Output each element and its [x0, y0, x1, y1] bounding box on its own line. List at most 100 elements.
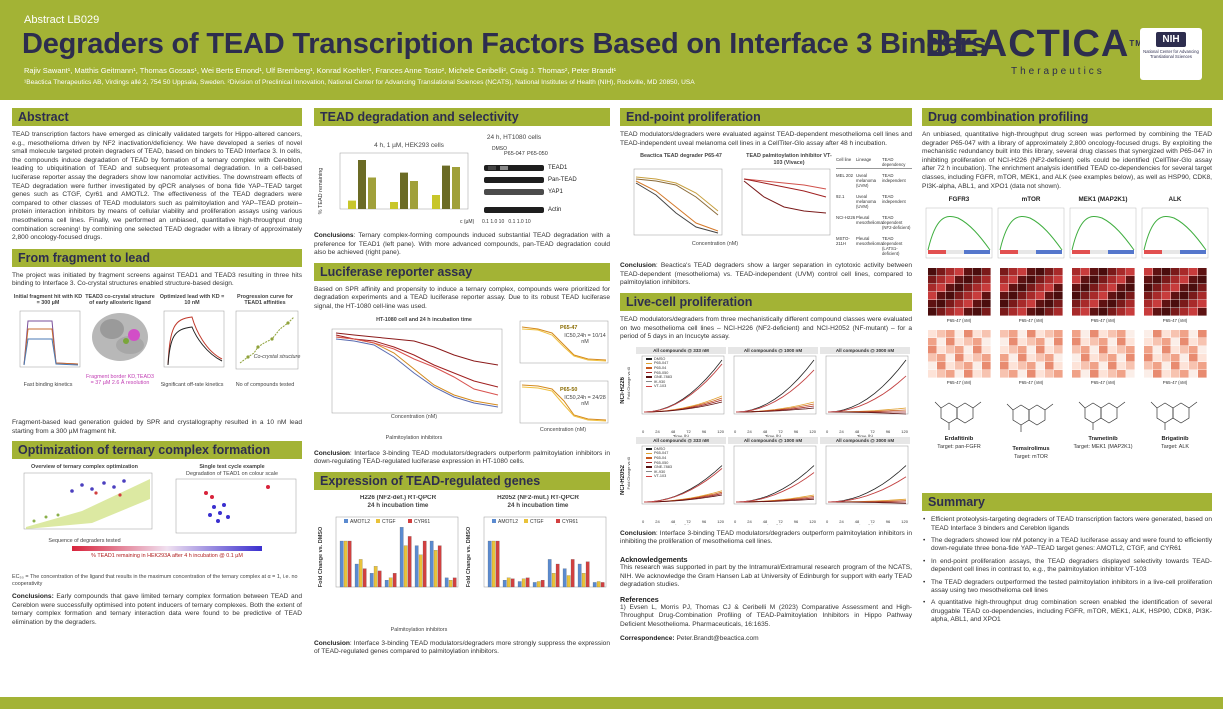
- ternary-conclusion-label: Conclusions:: [12, 592, 54, 600]
- x-tick: 0: [734, 518, 737, 524]
- livecell-conclusion: Interface 3-binding TEAD modulators/degr…: [620, 529, 913, 546]
- table-cell: MSTO-211H: [836, 236, 850, 247]
- endpoint-plot2-title: TEAD palmitoylation inhibitor VT-103 (Vi…: [746, 153, 832, 166]
- x-tick: 96: [885, 428, 891, 434]
- table-cell: Pleural mesothelioma: [856, 215, 883, 226]
- bar: [487, 540, 492, 587]
- heatmap-xlabel: P65-47 (nM): [946, 318, 972, 324]
- drug-name: Trametinib: [1088, 436, 1118, 443]
- x-tick: 24: [655, 518, 660, 524]
- genes-palm-label: Palmitoylation inhibitors: [390, 626, 448, 633]
- legend-label: DMSO: [654, 446, 666, 451]
- bar: [551, 572, 556, 587]
- combo-target-title: ALK: [1168, 196, 1182, 204]
- luc-p47-plot: [519, 320, 609, 363]
- bar: [432, 195, 440, 209]
- x-tick: 120: [901, 428, 908, 434]
- livecell-panel: All compounds @ 1000 nM024487296120Time …: [728, 346, 818, 439]
- drug-name: Brigatinib: [1161, 436, 1189, 443]
- bar: [390, 202, 398, 209]
- endpoint-plot1: [633, 168, 723, 236]
- livecell-col-title: All compounds @ 1000 nM: [728, 436, 818, 444]
- ternary-overview-plot: [23, 472, 153, 529]
- x-tick: 48: [762, 518, 768, 524]
- blot-ticks: 0.1 1.0 10 0.1 1.0 10: [482, 219, 531, 225]
- molecule-structure-image: [934, 401, 982, 431]
- fragment-figure: Initial fragment hit with KD = 300 µM Fa…: [12, 293, 302, 414]
- bar: [517, 581, 522, 587]
- heatmap-xlabel: P65-47 (nM): [1162, 380, 1188, 386]
- ref-body: 1) Evsen L, Morris PJ, Thomas CJ & Cerib…: [620, 603, 912, 628]
- x-tick: 0: [826, 518, 829, 524]
- authors: Rajiv Sawant¹, Matthis Geitmann¹, Thomas…: [24, 66, 617, 75]
- ternary-cycle-plot: [175, 478, 297, 534]
- nih-logo: NIH National Center for Advancing Transl…: [1140, 28, 1202, 80]
- x-tick: 24: [839, 518, 844, 524]
- x-tick: 24: [655, 428, 660, 434]
- bar: [403, 545, 408, 587]
- poster-header: Abstract LB029 Degraders of TEAD Transcr…: [0, 0, 1223, 100]
- livecell-col-title: All compounds @ 3000 nM: [820, 346, 910, 354]
- section-luciferase: Luciferase reporter assay: [314, 262, 610, 281]
- luc-p50-ic50: IC50,24h = 24/28 nM: [564, 394, 606, 407]
- protein-structure-image: [92, 312, 148, 361]
- ternary-figure: Overview of ternary complex optimization…: [12, 464, 302, 570]
- x-tick: 96: [793, 518, 799, 524]
- ternary-panel1-xlabel: Sequence of degraders tested: [48, 537, 121, 544]
- x-tick: 48: [670, 518, 676, 524]
- deg-blot-title: 24 h, HT1080 cells: [486, 134, 542, 141]
- legend-label: AMOTL2: [498, 519, 518, 525]
- legend-label: CYR61: [562, 519, 578, 525]
- column-3: End-point proliferation TEAD modulators/…: [620, 108, 913, 643]
- frag-panel1-plot: [19, 310, 81, 367]
- logo-word: BEACTICA: [925, 23, 1130, 65]
- table-row: 92.1 Uveal melanoma (UVM) TEAD independe…: [836, 194, 912, 209]
- nih-text: National Center for Advancing Translatio…: [1143, 49, 1199, 59]
- blot-xlabel: c (µM): [460, 219, 475, 225]
- table-cell: Pleural mesothelioma: [856, 236, 883, 247]
- livecell-col-title: All compounds @ 333 nM: [636, 346, 726, 354]
- corr-email[interactable]: Peter.Brandt@beactica.com: [676, 634, 759, 642]
- acknowledgements: Acknowledgements This research was suppo…: [620, 555, 912, 643]
- blot-row-yap1: YAP1: [548, 189, 563, 195]
- response-heatmap: [928, 330, 991, 378]
- table-cell: TEAD independent: [882, 194, 906, 205]
- table-header: Lineage: [856, 157, 872, 163]
- luc-palm-label: Palmitoylation inhibitors: [385, 434, 443, 441]
- summary-bullet: The TEAD degraders outperformed the test…: [922, 579, 1212, 596]
- beactica-logo: BEACTICATM Therapeutics: [925, 24, 1142, 82]
- livecell-panel: All compounds @ 3000 nM024487296120Time …: [820, 436, 910, 525]
- frag-panel4-title: Progression curve for TEAD1 affinities: [236, 293, 294, 307]
- livecell-legend: DMSO P65-047 P65-04 P65-050 GNE-7883 IK-930 VT…: [646, 357, 672, 389]
- livecell-ylabel: Fold Change vs t0: [626, 366, 631, 400]
- endpoint-plot1-title: Beactica TEAD degrader P65-47: [640, 153, 722, 160]
- livecell-panel: All compounds @ 1000 nM024487296120Time …: [728, 436, 818, 525]
- ternary-color-scale: [72, 546, 262, 552]
- luc-p47-title: P65-47: [560, 324, 578, 331]
- bar: [585, 561, 590, 587]
- synergy-heatmap: [1072, 268, 1135, 316]
- genes-left-chart: AMOTL2 CTGF CYR61 Fold Change vs. DMSO: [318, 516, 459, 587]
- bar: [547, 559, 552, 587]
- blot-row-pantead: Pan-TEAD: [548, 177, 577, 183]
- x-tick: 72: [686, 428, 691, 434]
- luciferase-intro: Based on SPR affinity and propensity to …: [314, 285, 610, 310]
- drug-name: Erdafitinib: [944, 436, 974, 443]
- ternary-scale-label: % TEAD1 remaining in HEK293A after 4 h i…: [91, 553, 243, 560]
- bar: [452, 577, 457, 587]
- bar: [437, 545, 442, 587]
- ref-heading: References: [620, 594, 659, 604]
- summary-bullet: A quantitative high-throughput drug comb…: [922, 599, 1212, 624]
- combo-target-title: mTOR: [1021, 196, 1041, 204]
- synergy-heatmap: [928, 268, 991, 316]
- luc-conclusion-label: Conclusion: [314, 449, 350, 457]
- livecell-panel: All compounds @ 3000 nM024487296120Time …: [820, 346, 910, 439]
- livecell-xlabel: Time (h): [636, 524, 726, 525]
- section-fragment: From fragment to lead: [12, 248, 302, 267]
- livecell-plot: [641, 445, 725, 504]
- fragment-conclusion: Fragment-based lead generation guided by…: [12, 418, 302, 435]
- genes-conclusion-label: Conclusion: [314, 639, 350, 647]
- bar: [592, 582, 597, 587]
- x-tick: 72: [778, 518, 783, 524]
- bar: [399, 526, 404, 587]
